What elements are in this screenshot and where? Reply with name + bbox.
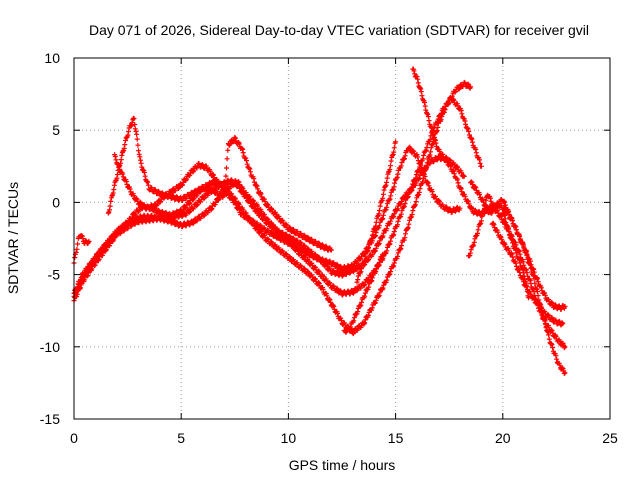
y-tick-label: 10	[44, 50, 60, 66]
x-tick-label: 10	[281, 430, 297, 446]
grid-lines	[74, 58, 610, 419]
x-tick-label: 15	[388, 430, 404, 446]
y-tick-label: 5	[52, 122, 60, 138]
y-tick-label: -15	[40, 411, 60, 427]
x-tick-label: 25	[602, 430, 618, 446]
x-tick-label: 0	[70, 430, 78, 446]
series-arc-10	[500, 210, 531, 301]
y-tick-label: -10	[40, 339, 60, 355]
series-markers	[105, 115, 334, 253]
series-markers	[410, 66, 568, 376]
x-tick-label: 5	[177, 430, 185, 446]
series-markers	[341, 251, 386, 335]
y-tick-label: 0	[52, 194, 60, 210]
series-markers	[500, 210, 531, 301]
axis-ticks: 0 5 10 15 20 25 -15 -10 -5 0 5 10	[40, 50, 618, 446]
data-points	[71, 66, 568, 376]
series-arc-13	[354, 139, 399, 285]
x-axis-label: GPS time / hours	[289, 457, 396, 473]
series-markers	[354, 139, 399, 285]
series-arc-6	[410, 66, 568, 376]
y-tick-label: -5	[48, 267, 61, 283]
series-arc-7	[468, 179, 568, 312]
plot-frame	[73, 57, 611, 420]
series-arc-12	[341, 251, 386, 335]
series-markers	[468, 179, 568, 312]
series-arc-4	[112, 144, 463, 273]
series-arc-5	[105, 115, 334, 253]
x-tick-label: 20	[495, 430, 511, 446]
chart-title: Day 071 of 2026, Sidereal Day-to-day VTE…	[89, 22, 589, 38]
series-markers	[112, 144, 463, 273]
y-axis-label: SDTVAR / TECUs	[5, 182, 21, 294]
